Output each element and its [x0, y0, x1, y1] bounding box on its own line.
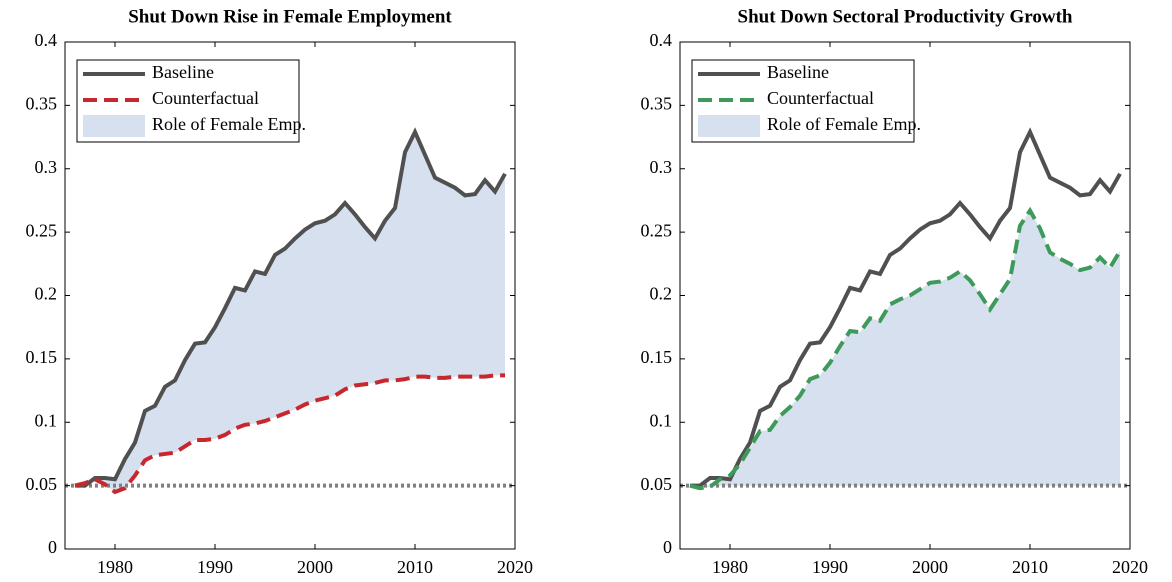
- x-tick-label: 1980: [97, 557, 133, 577]
- y-tick-label: 0.35: [26, 94, 58, 114]
- x-tick-label: 1980: [712, 557, 748, 577]
- legend-label: Role of Female Emp.: [152, 114, 306, 134]
- legend-swatch: [698, 115, 760, 137]
- x-tick-label: 2010: [1012, 557, 1048, 577]
- x-tick-label: 1990: [197, 557, 233, 577]
- y-tick-label: 0.2: [35, 284, 58, 304]
- x-tick-label: 1990: [812, 557, 848, 577]
- y-tick-label: 0.1: [650, 410, 673, 430]
- y-tick-label: 0.2: [650, 284, 673, 304]
- legend-swatch: [83, 115, 145, 137]
- series-line: [74, 373, 505, 495]
- chart: Shut Down Sectoral Productivity Growth 0 0…: [641, 6, 1149, 577]
- y-tick-label: 0.25: [641, 220, 673, 240]
- chart-title: Shut Down Sectoral Productivity Growth: [738, 6, 1073, 27]
- x-tick-label: 2020: [497, 557, 533, 577]
- y-tick-label: 0.4: [35, 30, 58, 50]
- legend-label: Baseline: [152, 62, 214, 82]
- chart-title: Shut Down Rise in Female Employment: [128, 6, 452, 27]
- y-tick-label: 0.3: [35, 157, 58, 177]
- y-tick-label: 0.35: [641, 94, 673, 114]
- y-tick-label: 0: [663, 537, 672, 557]
- fill-area: [690, 210, 1120, 489]
- y-tick-label: 0.1: [35, 410, 58, 430]
- legend-label: Baseline: [767, 62, 829, 82]
- series-line: [75, 127, 507, 488]
- y-tick-label: 0.3: [650, 157, 673, 177]
- y-tick-label: 0.15: [26, 347, 58, 367]
- fill-area: [75, 131, 505, 492]
- x-tick-label: 2000: [912, 557, 948, 577]
- y-tick-label: 0.15: [641, 347, 673, 367]
- series-line: [690, 127, 1122, 488]
- y-tick-label: 0.4: [650, 30, 673, 50]
- legend-label: Role of Female Emp.: [767, 114, 921, 134]
- y-tick-label: 0.25: [26, 220, 58, 240]
- series-line: [689, 206, 1122, 491]
- legend-label: Counterfactual: [152, 88, 259, 108]
- y-tick-label: 0.05: [26, 474, 58, 494]
- x-tick-label: 2000: [297, 557, 333, 577]
- x-tick-label: 2020: [1112, 557, 1148, 577]
- y-tick-label: 0: [48, 537, 57, 557]
- y-tick-label: 0.05: [641, 474, 673, 494]
- x-tick-label: 2010: [397, 557, 433, 577]
- legend-label: Counterfactual: [767, 88, 874, 108]
- chart: Shut Down Rise in Female Employment 0 0.05…: [26, 6, 534, 577]
